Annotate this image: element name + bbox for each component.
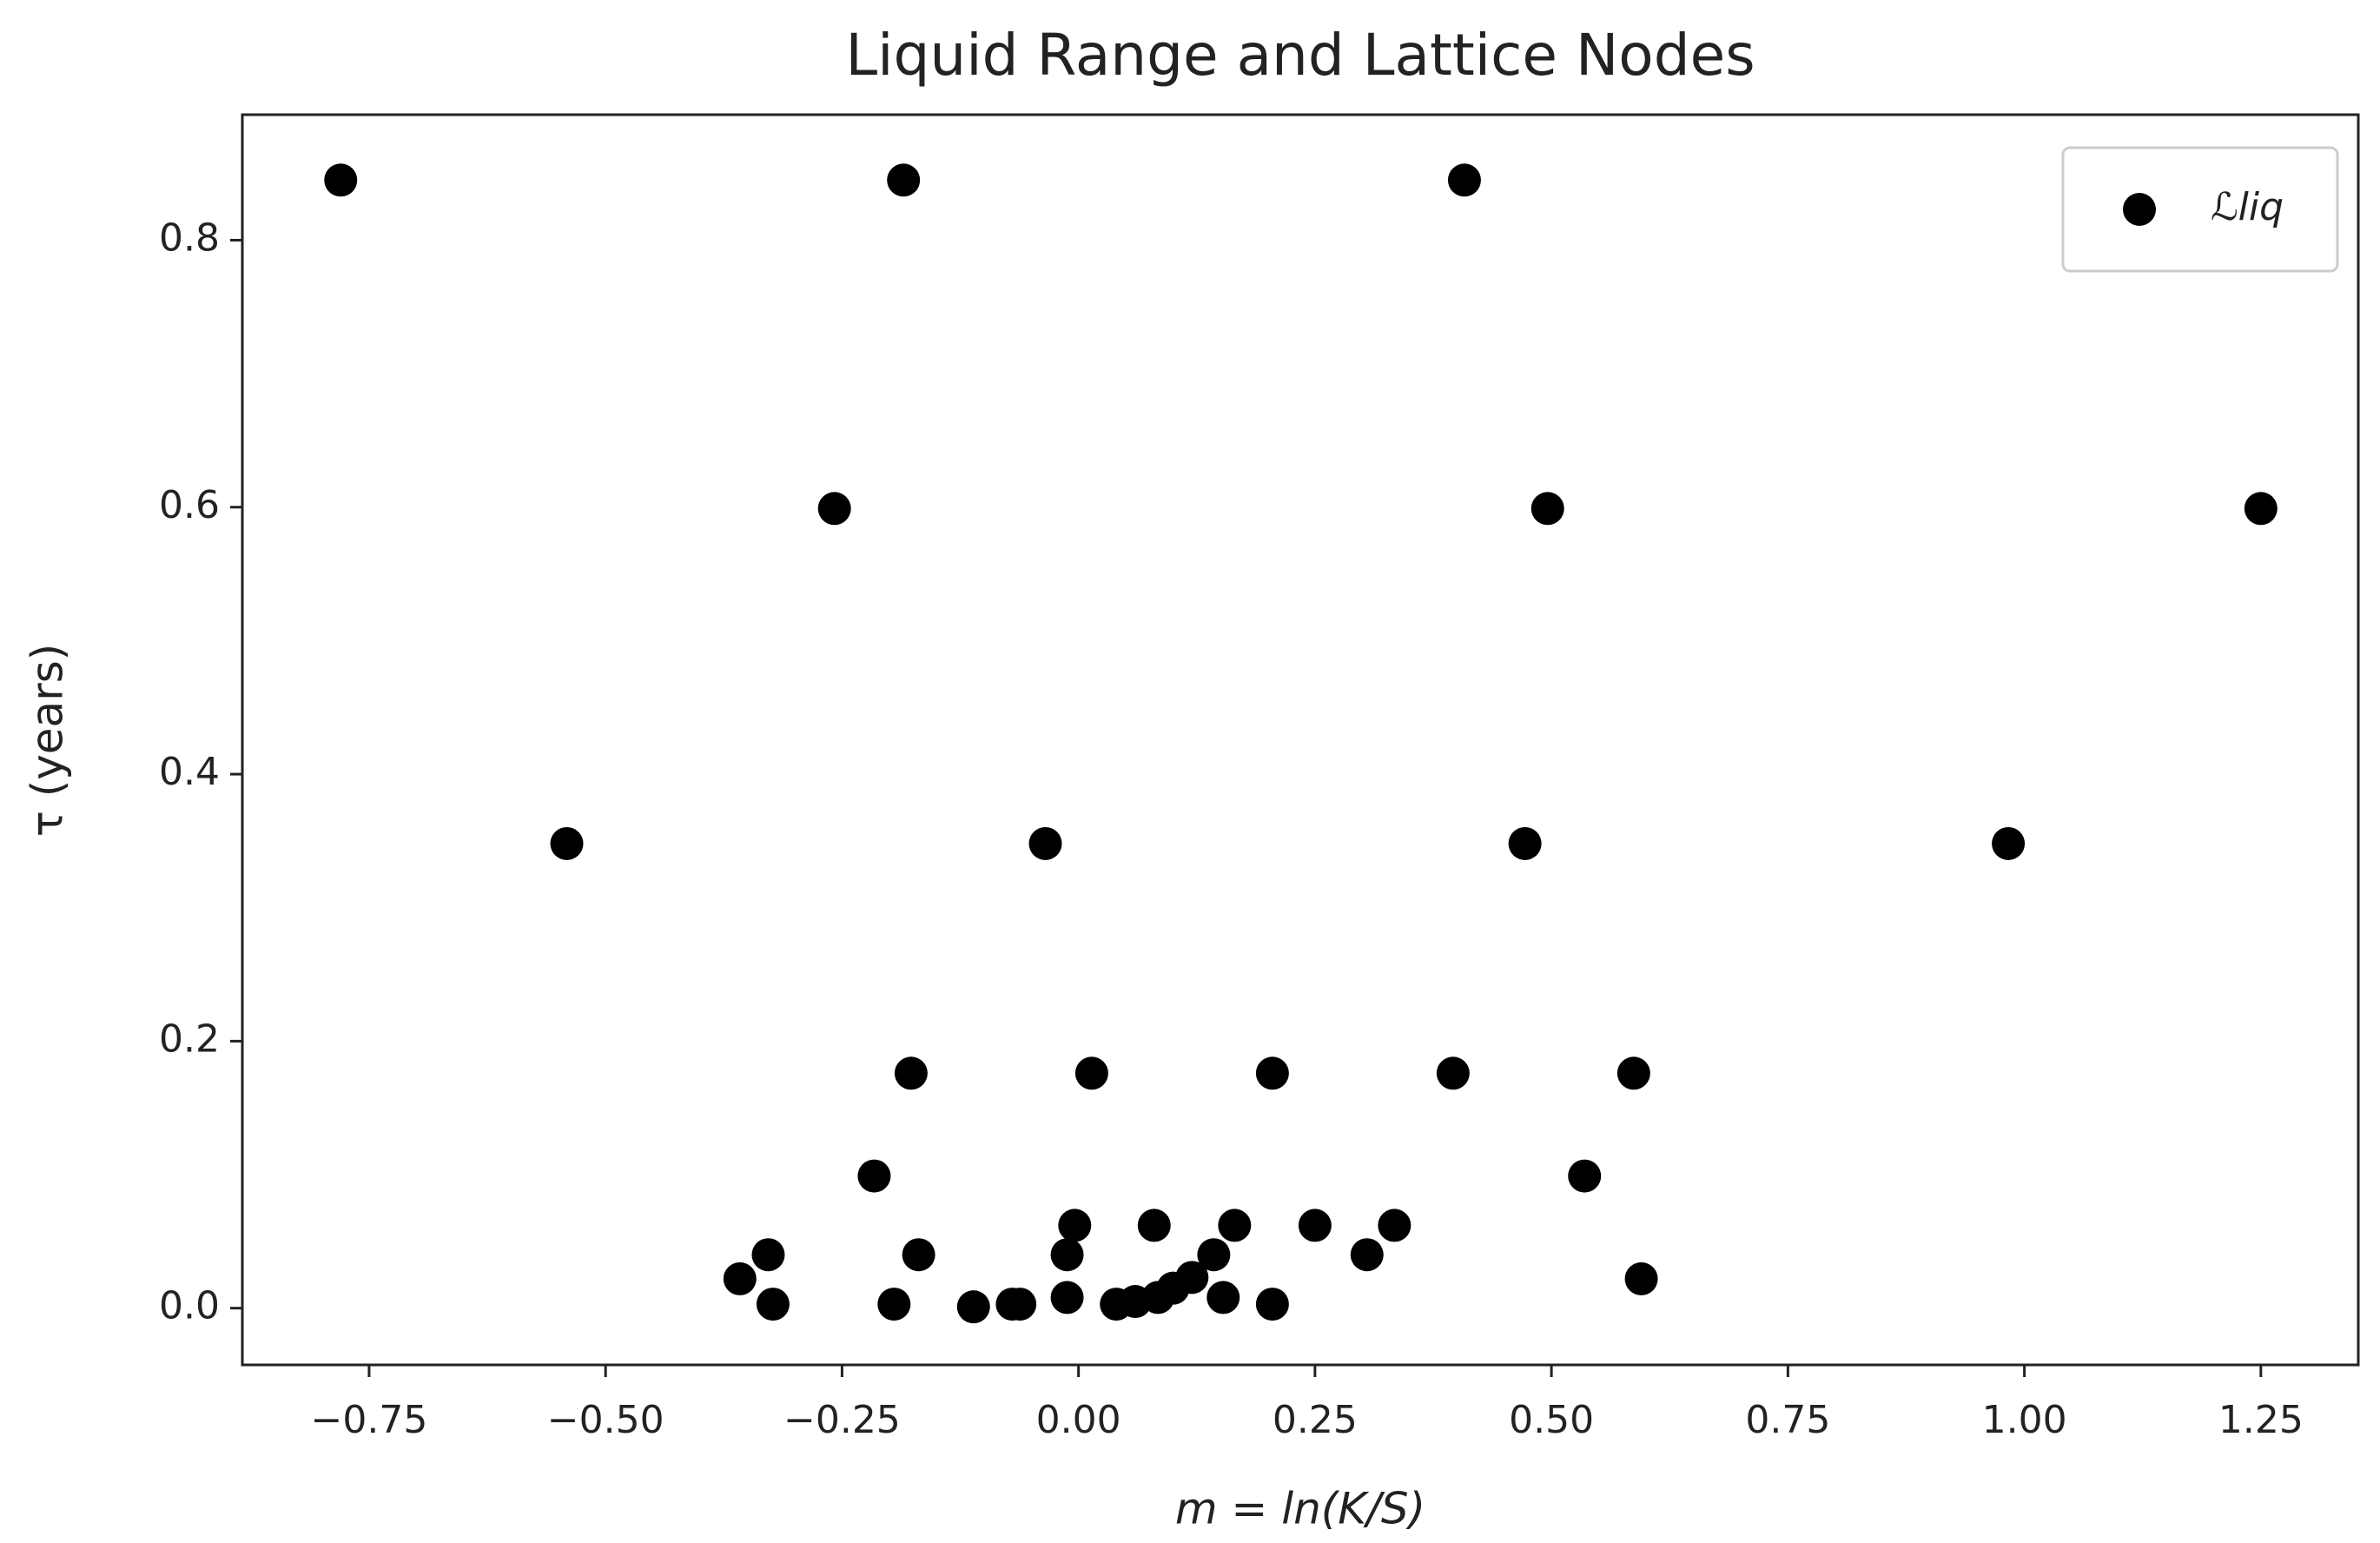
x-tick-label: 0.00 bbox=[1036, 1398, 1121, 1442]
point bbox=[894, 1056, 928, 1090]
plot-frame bbox=[241, 113, 2360, 1367]
point bbox=[1568, 1159, 1602, 1193]
point bbox=[857, 1159, 891, 1193]
y-tick-label: 0.4 bbox=[159, 750, 220, 794]
point bbox=[324, 163, 358, 197]
point bbox=[877, 1288, 911, 1321]
point bbox=[1508, 826, 1542, 860]
x-tick-label: 1.00 bbox=[1982, 1398, 2067, 1442]
point bbox=[902, 1238, 935, 1272]
x-tick-label: −0.75 bbox=[310, 1398, 427, 1442]
point bbox=[1028, 826, 1062, 860]
y-axis-label: τ (years) bbox=[23, 644, 73, 838]
point bbox=[1003, 1288, 1037, 1321]
point bbox=[1175, 1261, 1209, 1295]
point bbox=[1530, 492, 1564, 526]
x-axis-label: m = ln(K/S) bbox=[1175, 1484, 1425, 1534]
x-tick-label: 0.75 bbox=[1745, 1398, 1830, 1442]
point bbox=[817, 492, 851, 526]
x-tick-label: −0.25 bbox=[783, 1398, 901, 1442]
point bbox=[751, 1238, 785, 1272]
legend-box bbox=[2061, 146, 2339, 273]
y-tick-label: 0.8 bbox=[159, 215, 220, 260]
point bbox=[723, 1262, 757, 1295]
point bbox=[1378, 1209, 1411, 1242]
legend-label: ℒliq bbox=[2211, 185, 2284, 229]
point bbox=[1058, 1209, 1092, 1242]
point bbox=[756, 1288, 790, 1321]
point bbox=[1197, 1238, 1231, 1272]
point bbox=[956, 1290, 990, 1324]
point bbox=[1436, 1056, 1470, 1090]
point bbox=[1218, 1209, 1252, 1242]
point bbox=[1207, 1281, 1240, 1315]
x-tick-label: −0.50 bbox=[547, 1398, 664, 1442]
y-tick-label: 0.0 bbox=[159, 1284, 220, 1328]
point bbox=[887, 163, 921, 197]
point bbox=[1050, 1281, 1084, 1315]
point bbox=[1992, 826, 2026, 860]
chart-title: Liquid Range and Lattice Nodes bbox=[845, 22, 1755, 89]
point bbox=[1447, 163, 1481, 197]
point bbox=[1350, 1238, 1384, 1272]
point bbox=[1616, 1056, 1650, 1090]
point bbox=[1255, 1056, 1289, 1090]
point bbox=[1050, 1238, 1084, 1272]
y-tick-label: 0.2 bbox=[159, 1017, 220, 1061]
x-tick-label: 0.25 bbox=[1273, 1398, 1358, 1442]
point bbox=[1074, 1056, 1108, 1090]
point bbox=[550, 826, 584, 860]
point bbox=[2244, 492, 2278, 526]
y-tick-label: 0.6 bbox=[159, 483, 220, 527]
point bbox=[1298, 1209, 1332, 1242]
legend-marker bbox=[2123, 193, 2156, 226]
x-tick-label: 1.25 bbox=[2218, 1398, 2304, 1442]
point bbox=[1624, 1262, 1658, 1295]
point bbox=[1137, 1209, 1171, 1242]
x-tick-label: 0.50 bbox=[1509, 1398, 1594, 1442]
point bbox=[1255, 1288, 1289, 1321]
